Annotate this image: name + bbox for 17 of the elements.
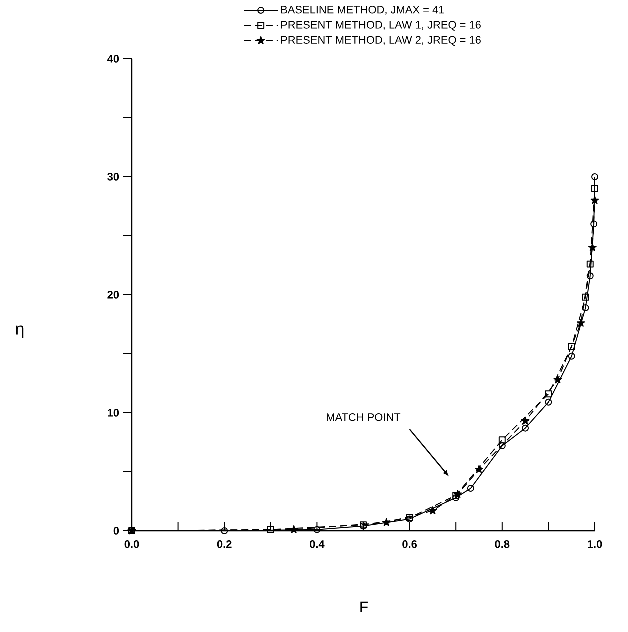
y-tick-label: 20 <box>108 291 120 299</box>
annotation: MATCH POINT <box>327 414 401 422</box>
y-tick-label: 30 <box>108 173 120 181</box>
y-axis-title: η <box>16 326 24 338</box>
legend-label: PRESENT METHOD, LAW 2, JREQ = 16 <box>281 36 481 46</box>
x-tick-label: 0.6 <box>402 540 418 548</box>
legend-label: BASELINE METHOD, JMAX = 41 <box>281 6 444 16</box>
x-tick-label: 0.4 <box>310 540 325 548</box>
x-tick-label: 0.2 <box>217 540 232 548</box>
x-tick-label: 0.8 <box>495 540 510 548</box>
legend-label: PRESENT METHOD, LAW 1, JREQ = 16 <box>281 21 481 31</box>
y-tick-label: 40 <box>108 55 120 63</box>
x-tick-label: 0.0 <box>124 540 140 548</box>
x-tick-label: 1.0 <box>588 540 602 548</box>
y-tick-label: 10 <box>108 409 120 417</box>
y-tick-label: 0 <box>114 527 120 535</box>
x-axis-title: F <box>360 602 368 612</box>
